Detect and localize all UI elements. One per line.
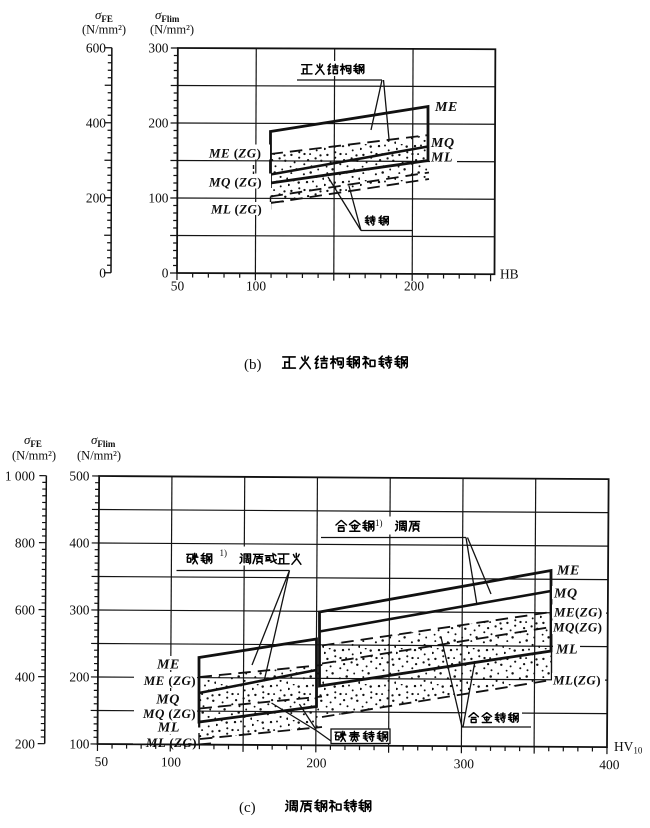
svg-text:ME: ME <box>434 100 458 115</box>
svg-text:ML: ML <box>555 643 578 658</box>
svg-text:0: 0 <box>99 266 106 281</box>
svg-text:600: 600 <box>86 41 106 56</box>
svg-text:(N/mm²): (N/mm²) <box>150 23 194 37</box>
svg-text:600: 600 <box>15 603 35 618</box>
svg-text:400: 400 <box>86 116 106 131</box>
svg-text:400: 400 <box>599 757 619 772</box>
svg-text:200: 200 <box>404 279 424 294</box>
svg-text:200: 200 <box>15 737 35 752</box>
svg-text:200: 200 <box>69 670 89 685</box>
svg-text:(N/mm²): (N/mm²) <box>82 23 126 37</box>
svg-text:ML (ZG): ML (ZG) <box>145 735 197 750</box>
svg-text:200: 200 <box>86 191 106 206</box>
svg-text:100: 100 <box>69 737 89 752</box>
svg-text:800: 800 <box>15 536 35 551</box>
svg-text:100: 100 <box>161 754 181 769</box>
svg-text:300: 300 <box>148 41 168 56</box>
svg-text:200: 200 <box>148 116 168 131</box>
svg-text:100: 100 <box>246 279 266 294</box>
svg-text:ME(ZG): ME(ZG) <box>553 605 603 620</box>
svg-text:200: 200 <box>306 755 326 770</box>
svg-text:(N/mm²): (N/mm²) <box>12 449 56 463</box>
svg-text:MQ(ZG): MQ(ZG) <box>552 620 602 635</box>
svg-text:ML (ZG): ML (ZG) <box>210 202 262 217</box>
svg-text:50: 50 <box>171 279 185 294</box>
svg-text:MQ (ZG): MQ (ZG) <box>208 175 262 190</box>
svg-text:50: 50 <box>95 754 109 769</box>
svg-text:(c): (c) <box>239 800 256 816</box>
svg-text:HB: HB <box>500 267 519 282</box>
svg-text:1 000: 1 000 <box>5 469 35 484</box>
svg-text:300: 300 <box>69 603 89 618</box>
svg-text:MQ: MQ <box>430 136 455 151</box>
svg-text:ME: ME <box>556 564 580 579</box>
svg-text:ME (ZG): ME (ZG) <box>208 146 261 161</box>
svg-text:MQ: MQ <box>155 693 180 708</box>
svg-text:ML: ML <box>157 721 180 736</box>
svg-text:300: 300 <box>454 756 474 771</box>
svg-text:500: 500 <box>69 469 89 484</box>
svg-text:400: 400 <box>69 536 89 551</box>
svg-text:0: 0 <box>162 266 169 281</box>
svg-text:(b): (b) <box>244 357 262 373</box>
svg-text:400: 400 <box>15 670 35 685</box>
svg-text:ME (ZG): ME (ZG) <box>143 673 196 688</box>
svg-text:ME: ME <box>156 658 180 673</box>
svg-text:1): 1) <box>375 518 383 528</box>
svg-text:ML: ML <box>430 151 453 166</box>
svg-text:1): 1) <box>220 548 228 558</box>
svg-text:ML(ZG): ML(ZG) <box>552 673 601 688</box>
svg-text:(N/mm²): (N/mm²) <box>77 449 121 463</box>
svg-text:100: 100 <box>148 191 168 206</box>
svg-text:MQ (ZG): MQ (ZG) <box>142 706 196 721</box>
svg-text:MQ: MQ <box>553 587 578 602</box>
